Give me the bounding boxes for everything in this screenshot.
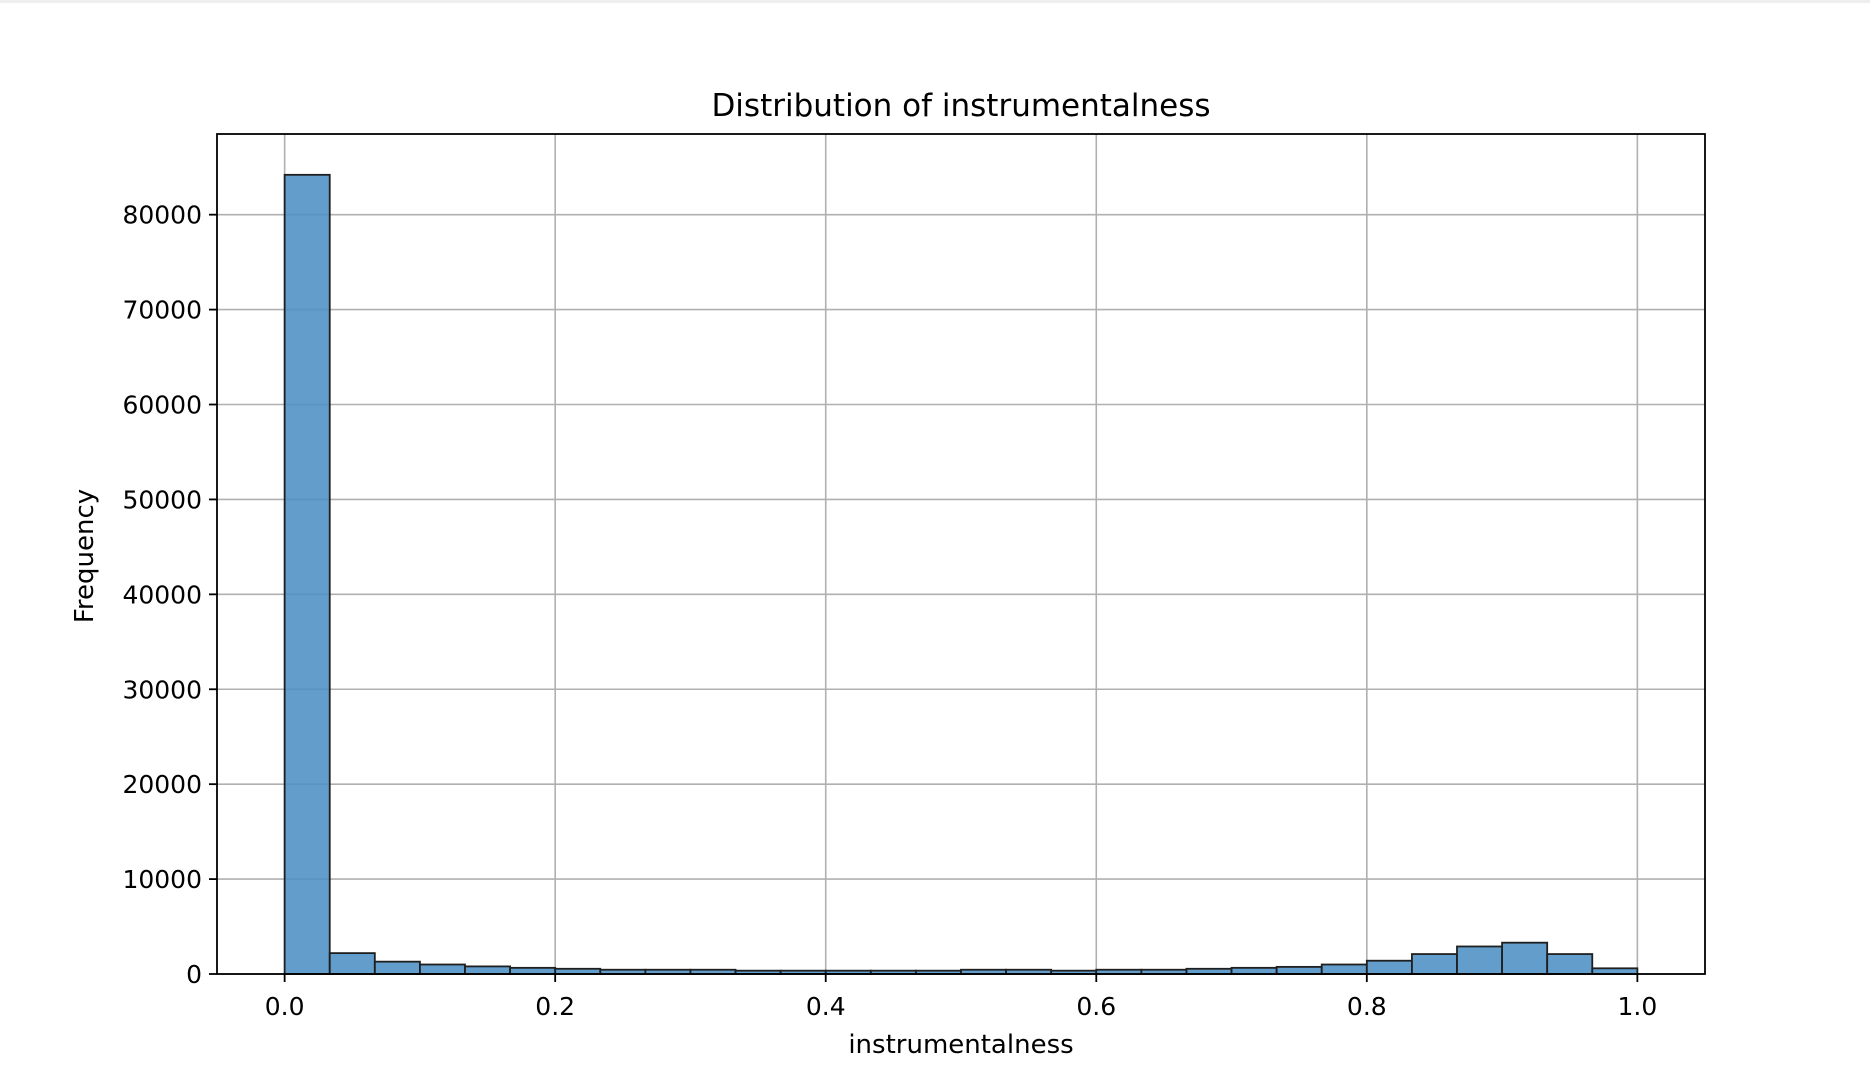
y-tick-label: 30000	[122, 675, 202, 704]
y-axis-label: Frequency	[70, 489, 100, 623]
y-tick-label: 80000	[122, 201, 202, 230]
ticks-layer: 0.0 0.2 0.4 0.6 0.8 1.0 0 10000 20000 30000 40000 5…	[122, 201, 1657, 1021]
y-tick-label: 0	[186, 960, 202, 989]
histogram-bar	[373, 960, 421, 975]
histogram-bar	[509, 966, 557, 975]
histogram-bar	[1275, 965, 1323, 975]
y-tick-label: 70000	[122, 296, 202, 325]
histogram-bar	[1546, 953, 1594, 975]
y-tick-label: 60000	[122, 391, 202, 420]
x-axis-label: instrumentalness	[848, 1030, 1073, 1060]
histogram-bar	[328, 952, 376, 975]
histogram-bar	[1320, 963, 1368, 975]
histogram-bar	[1456, 945, 1503, 975]
histogram-bar	[283, 173, 331, 975]
histogram-bar	[419, 963, 466, 975]
bars-layer	[283, 173, 1639, 975]
histogram-bar	[464, 965, 511, 975]
x-tick-label: 0.4	[806, 992, 846, 1021]
x-tick-label: 0.0	[265, 992, 305, 1021]
y-tick-label: 10000	[122, 865, 202, 894]
y-tick-label: 50000	[122, 485, 202, 514]
x-tick-label: 0.2	[535, 992, 575, 1021]
plot-frame	[216, 133, 1706, 975]
grid-layer	[217, 134, 1705, 975]
x-tick-label: 0.8	[1347, 992, 1387, 1021]
histogram-bar	[1411, 953, 1458, 975]
y-tick-label: 20000	[122, 770, 202, 799]
chart-title: Distribution of instrumentalness	[711, 88, 1210, 124]
y-tick-label: 40000	[122, 580, 202, 609]
histogram-bar	[1365, 959, 1413, 975]
top-border	[0, 0, 1870, 3]
histogram-bar	[1501, 941, 1549, 975]
x-tick-label: 0.6	[1076, 992, 1116, 1021]
x-tick-label: 1.0	[1617, 992, 1657, 1021]
histogram-bar	[1230, 966, 1278, 975]
